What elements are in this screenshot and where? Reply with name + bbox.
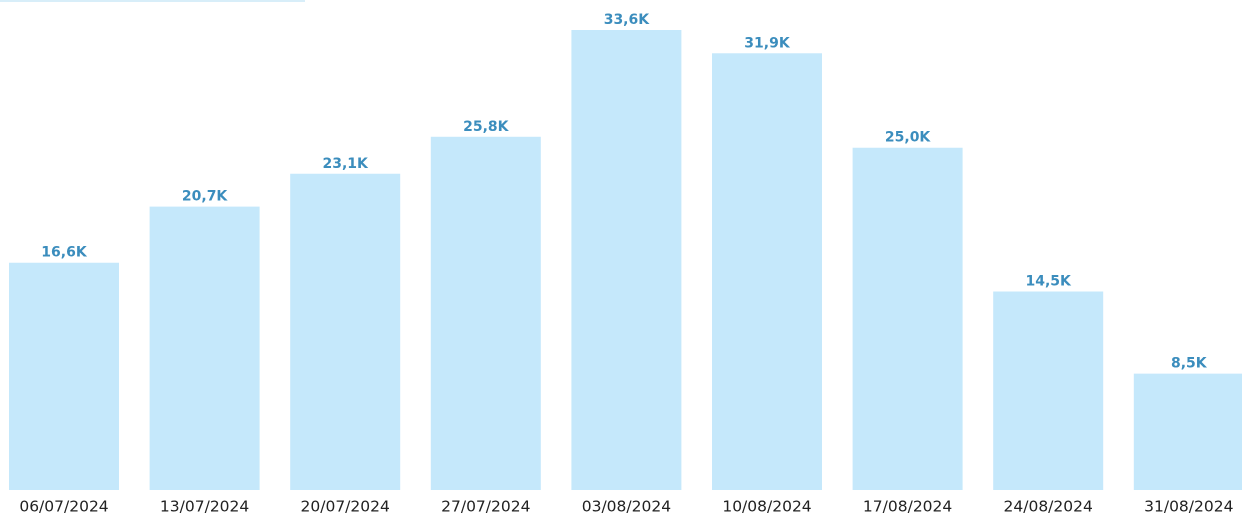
x-tick-label: 10/08/2024 <box>722 498 811 516</box>
decoration-line <box>0 0 305 2</box>
data-label: 20,7K <box>182 189 229 205</box>
bar <box>571 30 682 490</box>
bar <box>1133 373 1242 490</box>
data-label: 25,0K <box>885 130 932 146</box>
bar <box>149 206 260 490</box>
bar <box>9 262 119 490</box>
x-tick-label: 24/08/2024 <box>1004 498 1093 516</box>
bar <box>430 136 541 491</box>
bar <box>852 147 963 490</box>
bar <box>993 291 1104 490</box>
data-label: 23,1K <box>323 156 370 172</box>
data-label: 14,5K <box>1026 273 1073 289</box>
data-label: 31,9K <box>744 35 791 51</box>
data-label: 33,6K <box>604 12 651 28</box>
bar <box>712 53 822 491</box>
x-tick-label: 06/07/2024 <box>19 498 108 516</box>
x-tick-label: 31/08/2024 <box>1144 498 1233 516</box>
data-label: 25,8K <box>463 119 510 135</box>
x-tick-label: 27/07/2024 <box>441 498 530 516</box>
data-label: 16,6K <box>41 245 88 261</box>
x-tick-label: 13/07/2024 <box>160 498 249 516</box>
x-tick-label: 03/08/2024 <box>582 498 671 516</box>
x-tick-label: 17/08/2024 <box>863 498 952 516</box>
x-tick-label: 20/07/2024 <box>301 498 390 516</box>
data-label: 8,5K <box>1171 356 1208 372</box>
bar <box>290 173 401 490</box>
